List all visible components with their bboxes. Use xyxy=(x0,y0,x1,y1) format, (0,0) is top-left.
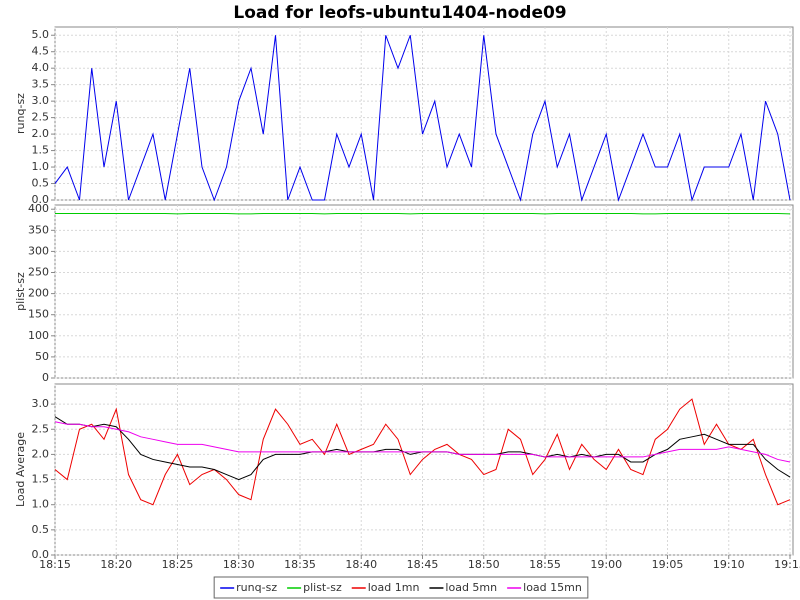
y-tick-label: 1.0 xyxy=(32,160,50,173)
y-tick-label: 1.0 xyxy=(32,498,50,511)
plot-area xyxy=(54,204,794,379)
x-tick-label: 19:00 xyxy=(590,558,622,571)
y-tick-label: 4.5 xyxy=(32,45,50,58)
y-tick-label: 3.0 xyxy=(32,94,50,107)
legend-label: load 15mn xyxy=(523,581,582,594)
y-tick-label: 200 xyxy=(28,287,49,300)
y-tick-label: 3.0 xyxy=(32,397,50,410)
y-tick-label: 150 xyxy=(28,308,49,321)
y-tick-label: 50 xyxy=(35,350,49,363)
x-tick-label: 19:15 xyxy=(774,558,800,571)
series-line xyxy=(54,421,791,463)
legend-box xyxy=(213,576,589,599)
x-tick-label: 19:05 xyxy=(652,558,684,571)
y-tick-label: 300 xyxy=(28,244,49,257)
y-axis-label: runq-sz xyxy=(14,93,27,134)
y-tick-label: 3.5 xyxy=(32,78,50,91)
legend-label: load 1mn xyxy=(368,581,420,594)
x-tick-label: 18:30 xyxy=(223,558,255,571)
y-tick-label: 5.0 xyxy=(32,28,50,41)
y-axis-label: Load Average xyxy=(14,432,27,507)
x-tick-label: 18:55 xyxy=(529,558,561,571)
x-tick-label: 18:35 xyxy=(284,558,316,571)
x-tick-label: 18:25 xyxy=(162,558,194,571)
y-tick-label: 2.0 xyxy=(32,127,50,140)
legend-label: plist-sz xyxy=(303,581,342,594)
x-tick-label: 18:15 xyxy=(39,558,71,571)
x-tick-label: 18:20 xyxy=(100,558,132,571)
y-tick-label: 0.5 xyxy=(32,523,50,536)
y-tick-label: 100 xyxy=(28,329,49,342)
x-tick-label: 18:40 xyxy=(345,558,377,571)
y-tick-label: 1.5 xyxy=(32,144,50,157)
legend-label: runq-sz xyxy=(236,581,277,594)
y-tick-label: 1.5 xyxy=(32,473,50,486)
legend-label: load 5mn xyxy=(445,581,497,594)
y-tick-label: 2.5 xyxy=(32,111,50,124)
y-axis-label: plist-sz xyxy=(14,272,27,311)
y-tick-label: 0.5 xyxy=(32,177,50,190)
y-tick-label: 0.0 xyxy=(32,548,50,561)
y-tick-label: 350 xyxy=(28,223,49,236)
y-tick-label: 4.0 xyxy=(32,61,50,74)
x-tick-label: 19:10 xyxy=(713,558,745,571)
x-tick-label: 18:45 xyxy=(407,558,439,571)
chart-title: Load for leofs-ubuntu1404-node09 xyxy=(233,3,566,23)
y-tick-label: 0 xyxy=(42,371,49,384)
y-tick-label: 400 xyxy=(28,202,49,215)
legend: runq-sz plist-sz load 1mn load 5mn load 15mn xyxy=(213,576,589,599)
y-tick-label: 2.0 xyxy=(32,447,50,460)
y-tick-label: 2.5 xyxy=(32,422,50,435)
plot-area xyxy=(54,26,794,201)
y-tick-label: 0.0 xyxy=(32,193,50,206)
series-line xyxy=(54,398,791,506)
plot-area xyxy=(54,383,794,556)
series-line xyxy=(54,35,791,202)
y-tick-label: 250 xyxy=(28,266,49,279)
x-tick-label: 18:50 xyxy=(468,558,500,571)
